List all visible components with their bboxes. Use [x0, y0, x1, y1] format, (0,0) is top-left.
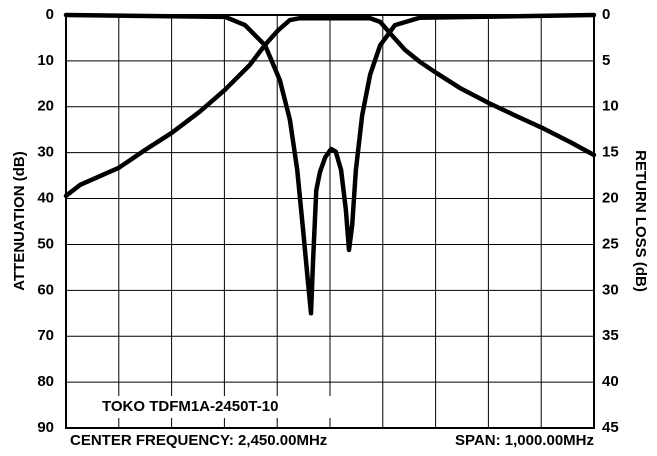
- y-tick-label: 40: [37, 190, 54, 207]
- y2-tick-label: 0: [602, 6, 610, 23]
- y2-tick-label: 40: [602, 373, 619, 390]
- y-tick-label: 90: [37, 419, 54, 436]
- y2-tick-label: 35: [602, 327, 619, 344]
- x-label-left: CENTER FREQUENCY: 2,450.00MHz: [70, 432, 327, 449]
- y-tick-label: 30: [37, 144, 54, 161]
- y-tick-label: 0: [46, 6, 54, 23]
- curves: [63, 12, 597, 316]
- y2-tick-label: 10: [602, 98, 619, 115]
- series-line: [63, 15, 597, 199]
- y-tick-label: 20: [37, 98, 54, 115]
- y2-tick-label: 30: [602, 281, 619, 298]
- plot-frame: [65, 14, 595, 429]
- x-label-right: SPAN: 1,000.00MHz: [455, 432, 594, 449]
- y2-tick-label: 5: [602, 52, 610, 69]
- annotation-bg: [96, 396, 332, 418]
- y2-tick-label: 20: [602, 190, 619, 207]
- y2-tick-label: 25: [602, 235, 619, 252]
- y2-axis-label: RETURN LOSS (dB): [632, 150, 649, 292]
- y-axis-label: ATTENUATION (dB): [11, 151, 28, 290]
- y-tick-label: 70: [37, 327, 54, 344]
- annotation: TOKO TDFM1A-2450T-10: [102, 398, 278, 415]
- series-line: [63, 12, 597, 316]
- y-tick-label: 50: [37, 235, 54, 252]
- y2-tick-label: 45: [602, 419, 619, 436]
- y2-tick-label: 15: [602, 144, 619, 161]
- y-tick-label: 10: [37, 52, 54, 69]
- y-tick-label: 60: [37, 281, 54, 298]
- y-tick-label: 80: [37, 373, 54, 390]
